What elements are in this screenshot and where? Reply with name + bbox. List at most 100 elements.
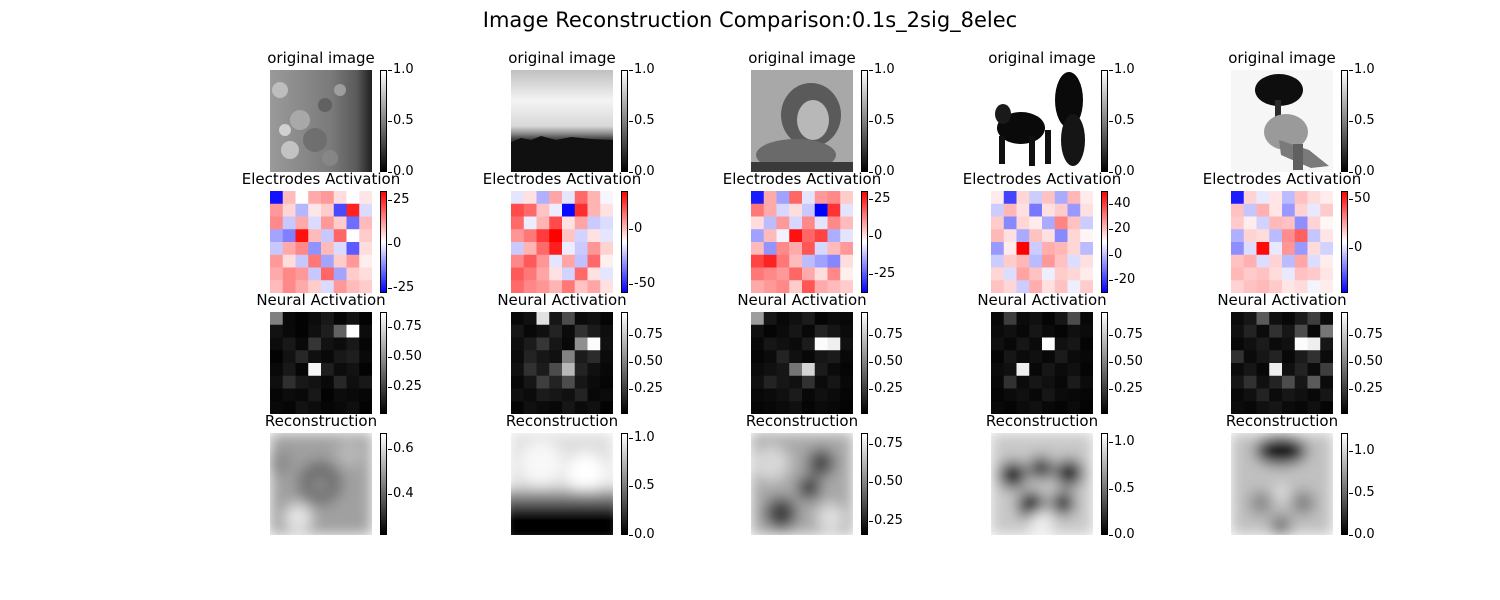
heatmap-cell (1231, 312, 1245, 326)
heatmap-cell (1256, 229, 1270, 243)
electrodes-image (991, 191, 1093, 293)
heatmap-cell (523, 191, 537, 205)
heatmap-cell (1016, 324, 1030, 338)
heatmap-cell (991, 191, 1005, 205)
heatmap-cell (1067, 350, 1081, 364)
heatmap-cell (321, 229, 335, 243)
heatmap-cell (1029, 267, 1043, 281)
colorbar-tick-label: 25 (388, 191, 410, 207)
heatmap-cell (802, 337, 816, 351)
heatmap-cell (1320, 191, 1333, 205)
heatmap-cell (1294, 363, 1308, 377)
heatmap-cell (1269, 229, 1283, 243)
heatmap-cell (789, 324, 803, 338)
heatmap-cell (270, 388, 284, 402)
colorbar (621, 312, 628, 414)
heatmap-cell (549, 363, 563, 377)
heatmap-cell (840, 242, 853, 256)
heatmap-cell (523, 254, 537, 268)
heatmap-cell (321, 375, 335, 389)
heatmap-cell (763, 229, 777, 243)
heatmap-cell (587, 267, 601, 281)
heatmap-cell (802, 375, 816, 389)
heatmap-cell (359, 388, 372, 402)
heatmap-cell (840, 191, 853, 205)
panel-title: original image (988, 49, 1096, 67)
heatmap-cell (840, 216, 853, 230)
heatmap-cell (321, 324, 335, 338)
heatmap-cell (751, 242, 765, 256)
heatmap-cell (789, 312, 803, 326)
heatmap-cell (1269, 254, 1283, 268)
heatmap-cell (1282, 216, 1296, 230)
heatmap-cell (600, 324, 613, 338)
heatmap-cell (333, 229, 347, 243)
heatmap-cell (1029, 388, 1043, 402)
heatmap-cell (751, 216, 765, 230)
heatmap-cell (789, 242, 803, 256)
heatmap-cell (1320, 267, 1333, 281)
heatmap-cell (574, 312, 588, 326)
heatmap-cell (1029, 350, 1043, 364)
heatmap-cell (814, 324, 828, 338)
heatmap-cell (802, 388, 816, 402)
heatmap-cell (827, 216, 841, 230)
heatmap-cell (827, 324, 841, 338)
heatmap-cell (1042, 350, 1056, 364)
heatmap-cell (295, 280, 309, 293)
heatmap-cell (814, 267, 828, 281)
heatmap-cell (1067, 375, 1081, 389)
heatmap-cell (562, 388, 576, 402)
heatmap-cell (991, 388, 1005, 402)
heatmap-cell (1003, 363, 1017, 377)
colorbar (621, 70, 628, 172)
heatmap-cell (1054, 324, 1068, 338)
colorbar (861, 191, 868, 293)
heatmap-cell (1067, 280, 1081, 293)
heatmap-cell (1282, 375, 1296, 389)
heatmap-cell (511, 401, 525, 414)
heatmap-cell (511, 254, 525, 268)
colorbar-tick-label: 0.0 (1349, 527, 1375, 542)
heatmap-cell (549, 350, 563, 364)
panel-title: original image (1228, 49, 1336, 67)
heatmap-cell (789, 191, 803, 205)
heatmap-cell (359, 229, 372, 243)
heatmap-cell (763, 375, 777, 389)
heatmap-cell (536, 242, 550, 256)
heatmap-cell (587, 312, 601, 326)
heatmap-cell (270, 401, 284, 414)
heatmap-cell (1016, 191, 1030, 205)
heatmap-cell (600, 388, 613, 402)
colorbar-tick-label: 0.25 (869, 381, 903, 397)
colorbar (1101, 70, 1108, 172)
heatmap-cell (1003, 280, 1017, 293)
heatmap-cell (1080, 191, 1093, 205)
heatmap-cell (523, 375, 537, 389)
heatmap-cell (840, 254, 853, 268)
heatmap-cell (751, 324, 765, 338)
heatmap-cell (827, 350, 841, 364)
colorbar-tick-label: 40 (1109, 195, 1131, 211)
heatmap-cell (1243, 254, 1257, 268)
heatmap-cell (1003, 203, 1017, 217)
heatmap-cell (1029, 337, 1043, 351)
heatmap-cell (536, 280, 550, 293)
heatmap-cell (991, 254, 1005, 268)
heatmap-cell (1029, 312, 1043, 326)
heatmap-cell (536, 324, 550, 338)
heatmap-cell (1320, 375, 1333, 389)
heatmap-cell (587, 375, 601, 389)
heatmap-cell (1080, 203, 1093, 217)
heatmap-cell (346, 216, 360, 230)
heatmap-cell (1080, 388, 1093, 402)
heatmap-cell (1231, 267, 1245, 281)
heatmap-cell (1003, 324, 1017, 338)
heatmap-cell (1282, 254, 1296, 268)
heatmap-cell (1294, 337, 1308, 351)
heatmap-cell (308, 388, 322, 402)
heatmap-cell (511, 216, 525, 230)
heatmap-cell (776, 254, 790, 268)
heatmap-cell (751, 191, 765, 205)
panel-title: Electrodes Activation (241, 170, 401, 188)
